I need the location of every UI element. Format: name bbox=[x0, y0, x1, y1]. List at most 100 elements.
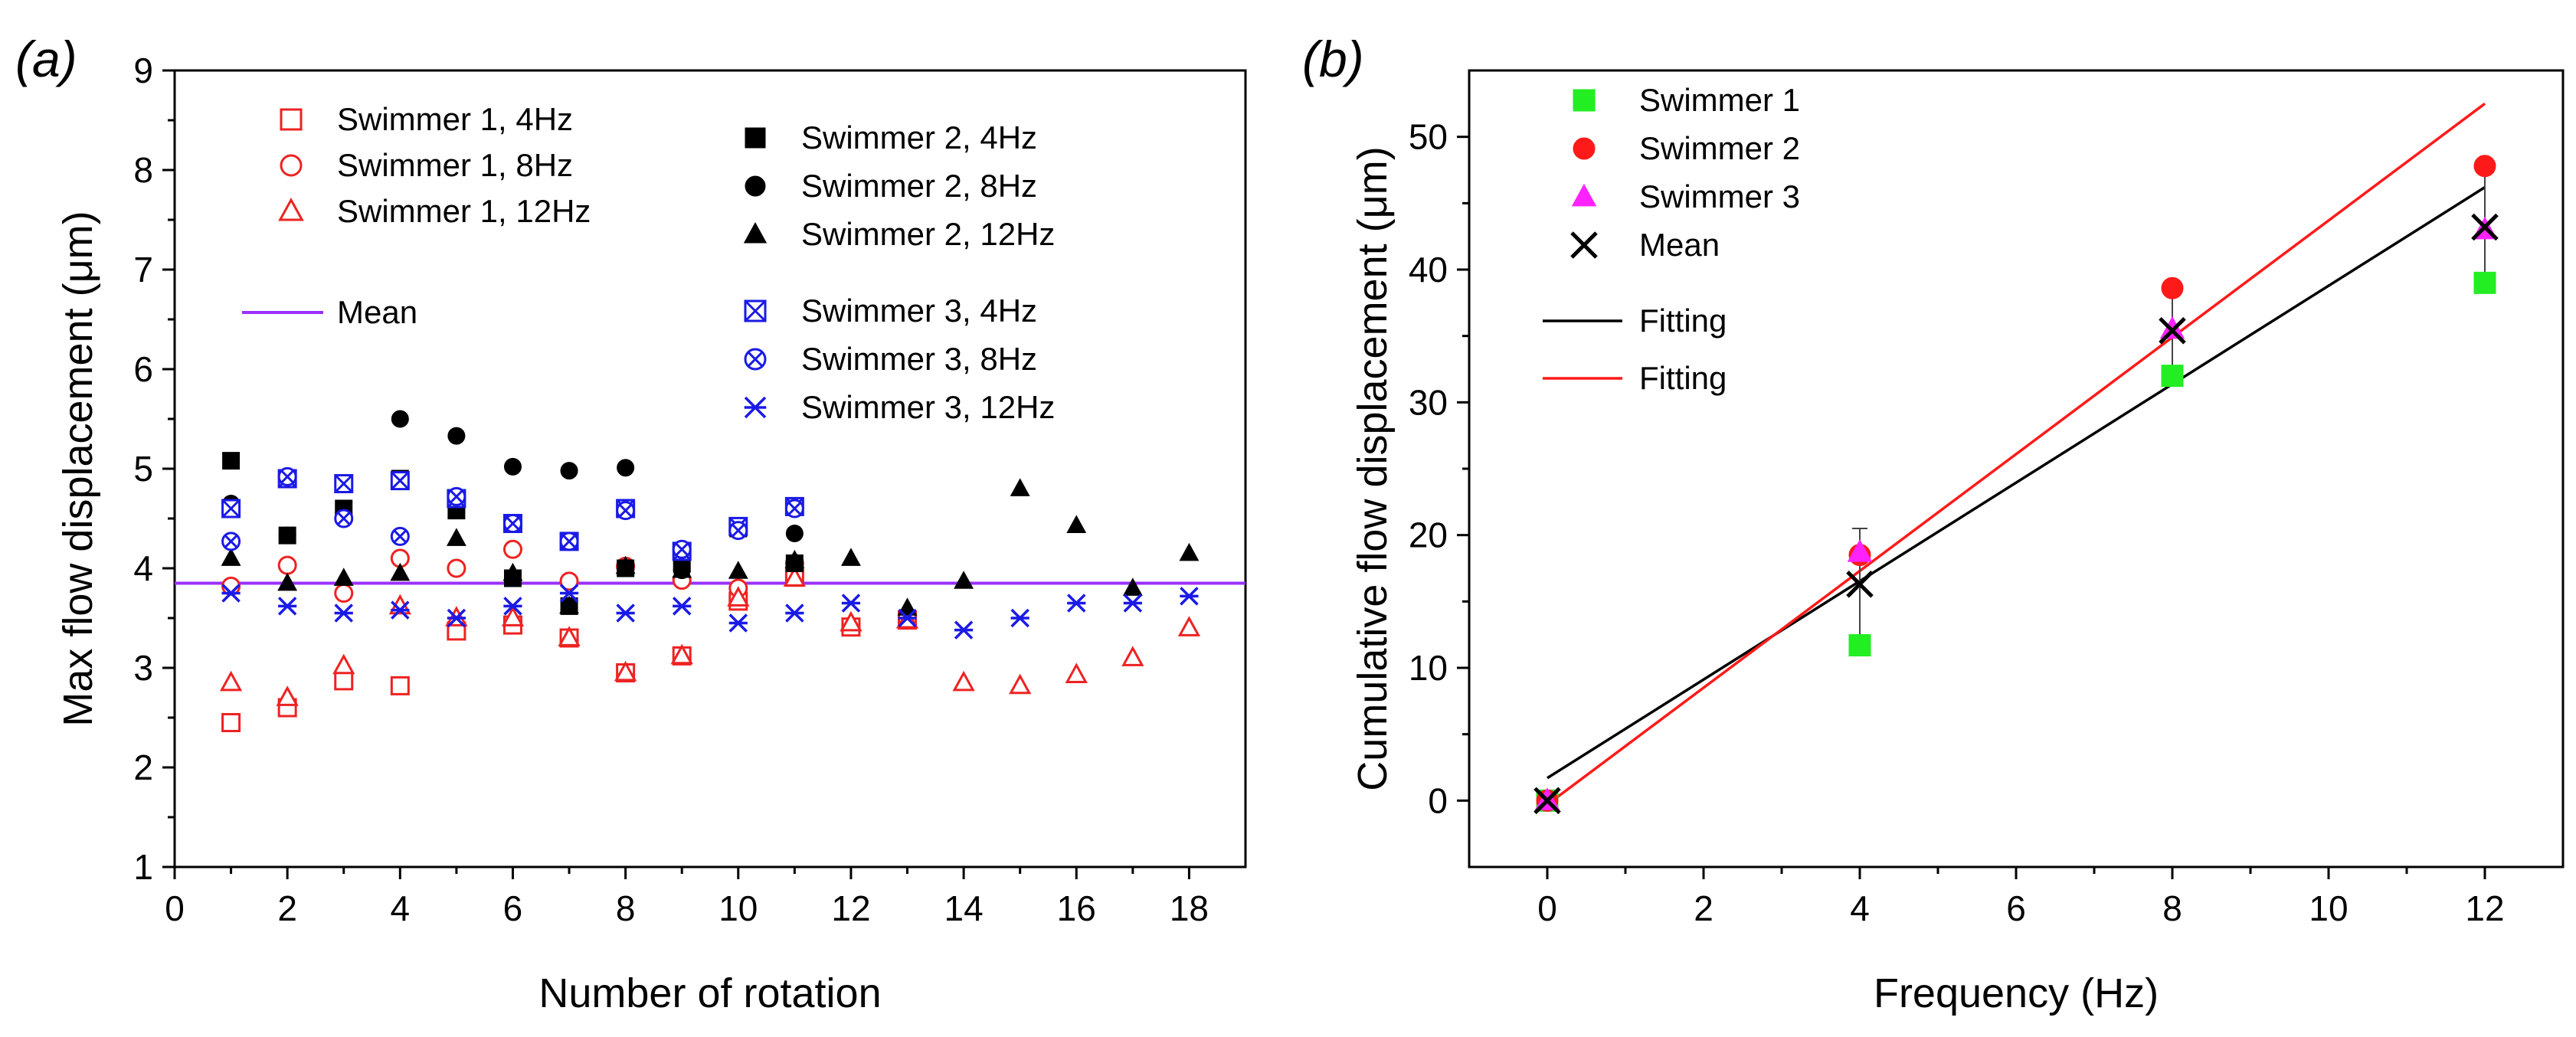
point-swimmer-2-12hz bbox=[1010, 478, 1030, 496]
legend-item-swimmer-2-12hz: Swimmer 2, 12Hz bbox=[743, 216, 1055, 252]
legend-item-mean: Mean bbox=[242, 294, 417, 330]
legend-marker-swimmer-1-12hz bbox=[278, 197, 304, 221]
panel-a-x-tick-label: 2 bbox=[277, 888, 297, 928]
panel-a-y-tick-label: 7 bbox=[133, 250, 153, 290]
legend-item-fit-2: Fitting bbox=[1543, 360, 1727, 396]
point-swimmer-3-8hz bbox=[672, 539, 692, 559]
legend-marker-swimmer-3 bbox=[1571, 183, 1597, 207]
panel-a-x-tick-label: 8 bbox=[616, 888, 636, 928]
panel-b-x-tick-label: 2 bbox=[1694, 888, 1714, 928]
panel-a-y-tick-label: 5 bbox=[133, 449, 153, 489]
point-swimmer-1-4hz bbox=[334, 671, 354, 691]
legend-item-swimmer-2: Swimmer 2 bbox=[1573, 130, 1800, 166]
point-mean bbox=[2471, 213, 2499, 241]
legend-label-swimmer-1-12hz: Swimmer 1, 12Hz bbox=[337, 193, 591, 229]
legend-item-swimmer-2-8hz: Swimmer 2, 8Hz bbox=[745, 168, 1037, 204]
series-swimmer-2-12hz bbox=[221, 478, 1200, 616]
point-swimmer-2-8hz bbox=[617, 459, 635, 477]
legend-marker-swimmer-3-4hz bbox=[744, 299, 767, 322]
panel-a-x-tick-label: 16 bbox=[1057, 888, 1096, 928]
panel-b-marks bbox=[1533, 102, 2499, 815]
point-swimmer-2-12hz bbox=[559, 595, 579, 614]
legend-item-swimmer-1-12hz: Swimmer 1, 12Hz bbox=[278, 193, 591, 229]
panel-a-x-tick-label: 18 bbox=[1170, 888, 1209, 928]
point-swimmer-3-12hz bbox=[559, 584, 579, 603]
legend-marker-swimmer-2-8hz bbox=[745, 175, 766, 197]
point-swimmer-3 bbox=[1847, 539, 1873, 562]
point-swimmer-1-12hz bbox=[501, 606, 525, 626]
point-swimmer-1 bbox=[2161, 365, 2184, 388]
panel-b-x-tick-label: 4 bbox=[1850, 888, 1870, 928]
point-swimmer-2-8hz bbox=[391, 410, 409, 428]
point-mean bbox=[1846, 571, 1874, 598]
legend-marker-swimmer-2-4hz bbox=[745, 127, 766, 149]
point-swimmer-2-12hz bbox=[502, 562, 523, 581]
legend-label-swimmer-1: Swimmer 1 bbox=[1639, 82, 1800, 118]
panel-b-x-tick-label: 10 bbox=[2309, 888, 2348, 928]
legend-label-fit-2: Fitting bbox=[1639, 360, 1727, 396]
point-swimmer-1-8hz bbox=[502, 539, 522, 559]
panel-b-y-tick-label: 0 bbox=[1428, 780, 1448, 820]
point-swimmer-3 bbox=[2159, 316, 2185, 339]
legend-label-mean: Mean bbox=[337, 294, 417, 330]
point-swimmer-1-8hz bbox=[559, 571, 579, 591]
panel-b-y-axis-label: Cumulative flow displacement (μm) bbox=[1350, 146, 1396, 790]
point-mean bbox=[2159, 316, 2186, 345]
point-swimmer-1-8hz bbox=[334, 584, 354, 603]
point-swimmer-3-12hz bbox=[391, 600, 410, 620]
point-swimmer-2-8hz bbox=[785, 525, 804, 542]
legend-marker-swimmer-3-8hz bbox=[744, 348, 767, 371]
legend-item-swimmer-1-8hz: Swimmer 1, 8Hz bbox=[280, 147, 573, 183]
panel-b-x-tick-label: 0 bbox=[1537, 888, 1557, 928]
point-swimmer-3-8hz bbox=[277, 466, 297, 486]
panel-b-x-tick-label: 8 bbox=[2162, 888, 2182, 928]
legend-item-swimmer-3: Swimmer 3 bbox=[1571, 178, 1800, 214]
panel-a-y-tick-label: 8 bbox=[133, 150, 153, 190]
panel-a-x-axis-label: Number of rotation bbox=[538, 970, 881, 1016]
panel-a-y-tick-label: 4 bbox=[133, 548, 153, 588]
point-swimmer-2-12hz bbox=[672, 559, 692, 578]
point-swimmer-3-8hz bbox=[784, 499, 804, 518]
point-swimmer-1-12hz bbox=[614, 660, 637, 682]
point-swimmer-2-12hz bbox=[897, 597, 918, 616]
series-swimmer-1-12hz bbox=[219, 566, 1201, 706]
point-swimmer-2-12hz bbox=[954, 571, 974, 589]
point-mean bbox=[1533, 787, 1561, 815]
point-swimmer-1-8hz bbox=[447, 558, 466, 578]
point-swimmer-3-8hz bbox=[221, 532, 241, 551]
legend-label-swimmer-3-12hz: Swimmer 3, 12Hz bbox=[801, 389, 1055, 425]
point-swimmer-1-12hz bbox=[276, 685, 299, 706]
legend-label-swimmer-2-12hz: Swimmer 2, 12Hz bbox=[801, 216, 1055, 252]
point-swimmer-2-12hz bbox=[1122, 577, 1143, 596]
point-swimmer-3-12hz bbox=[785, 604, 804, 623]
point-swimmer-2-12hz bbox=[277, 572, 298, 591]
point-swimmer-2-12hz bbox=[728, 561, 748, 579]
legend-marker-swimmer-2-12hz bbox=[743, 222, 768, 244]
panel-a-y-axis-label: Max flow displacement (μm) bbox=[55, 211, 101, 726]
point-swimmer-3-12hz bbox=[1123, 594, 1143, 613]
legend-marker-swimmer-2 bbox=[1573, 137, 1596, 160]
mean-error-bars bbox=[1852, 168, 2493, 641]
series-swimmer-3-12hz bbox=[221, 584, 1199, 640]
series-swimmer-2-4hz bbox=[222, 452, 804, 615]
point-swimmer-3-12hz bbox=[954, 620, 974, 640]
panel-b-x-tick-label: 12 bbox=[2465, 888, 2504, 928]
point-swimmer-2-4hz bbox=[222, 452, 241, 470]
point-swimmer-3-12hz bbox=[1180, 587, 1199, 606]
panel-b-y-tick-label: 10 bbox=[1409, 648, 1448, 688]
legend-item-swimmer-2-4hz: Swimmer 2, 4Hz bbox=[745, 119, 1037, 155]
legend-marker-swimmer-1 bbox=[1573, 89, 1596, 112]
point-swimmer-1-12hz bbox=[727, 586, 750, 607]
point-swimmer-3-8hz bbox=[728, 521, 748, 541]
point-swimmer-1-8hz bbox=[277, 555, 297, 575]
point-swimmer-2-12hz bbox=[615, 555, 636, 574]
point-swimmer-3-12hz bbox=[1067, 594, 1086, 613]
point-swimmer-1-12hz bbox=[1121, 646, 1144, 666]
point-swimmer-1-12hz bbox=[558, 626, 581, 646]
panel-a-y-tick-label: 6 bbox=[133, 349, 153, 389]
panel-b-y-tick-label: 20 bbox=[1409, 515, 1448, 555]
legend-label-fit-1: Fitting bbox=[1639, 303, 1727, 339]
point-swimmer-2-12hz bbox=[841, 548, 861, 566]
legend-label-swimmer-1-8hz: Swimmer 1, 8Hz bbox=[337, 147, 573, 183]
point-swimmer-3-12hz bbox=[728, 613, 748, 633]
